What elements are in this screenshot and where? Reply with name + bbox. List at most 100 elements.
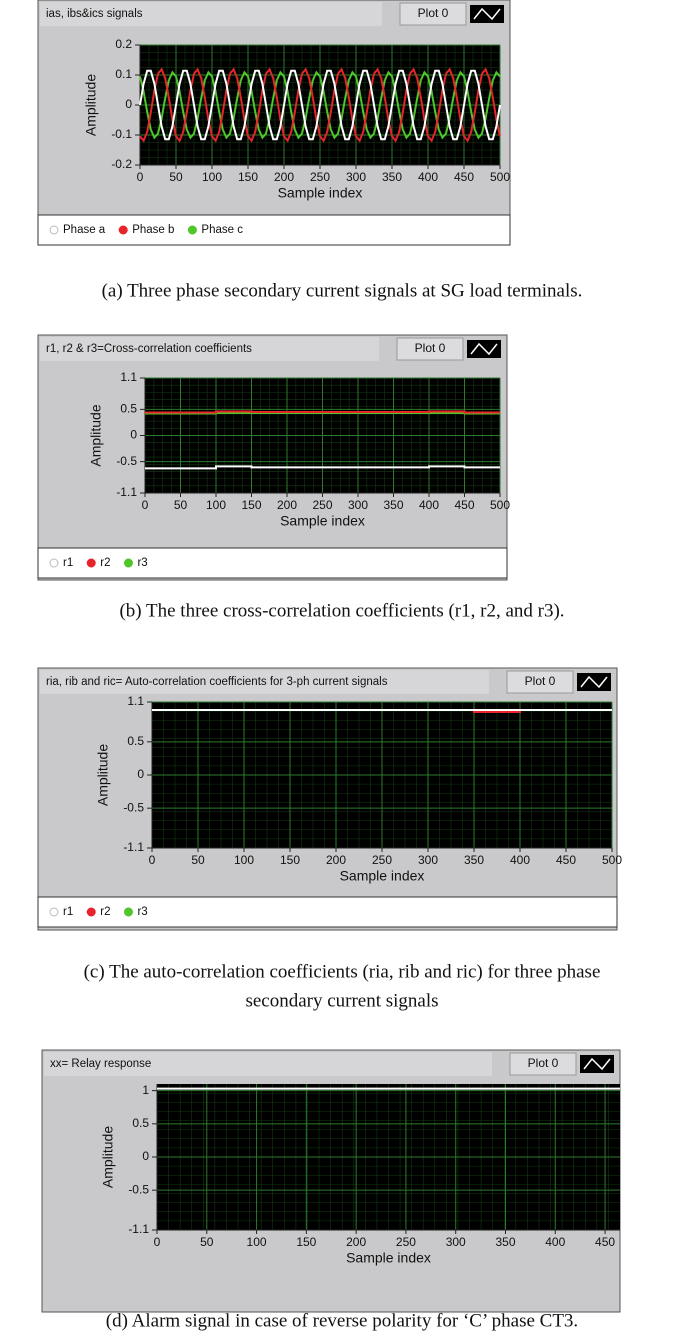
caption: (b) The three cross-correlation coeffici… — [119, 600, 564, 621]
x-tick-label: 100 — [247, 1235, 267, 1249]
plot-legend-box — [509, 1052, 577, 1076]
y-tick-label: 0.2 — [115, 37, 132, 51]
x-tick-label: 350 — [464, 853, 484, 867]
chart-panel: xx= Relay response Plot 0 0 50 100 150 200 250 3… — [41, 1049, 621, 1331]
x-tick-label: 150 — [241, 498, 261, 512]
x-tick-label: 350 — [383, 498, 403, 512]
y-tick-label: -1.1 — [123, 840, 144, 854]
series-line — [145, 465, 500, 470]
x-tick-label: 0 — [154, 1235, 161, 1249]
y-tick-label: 0 — [142, 1149, 149, 1163]
x-tick-label: 0 — [137, 170, 144, 184]
x-axis-title: Sample index — [340, 868, 425, 884]
x-tick-label: 300 — [348, 498, 368, 512]
x-tick-label: 450 — [454, 170, 474, 184]
legend-marker — [49, 558, 59, 568]
x-tick-label: 200 — [274, 170, 294, 184]
chart-title: xx= Relay response — [50, 1058, 151, 1070]
y-axis-title: Amplitude — [95, 744, 111, 806]
x-tick-label: 250 — [312, 498, 332, 512]
y-tick-label: -0.5 — [116, 454, 137, 468]
chart-panel: ias, ibs&ics signals Plot 0 0 50 100 150 200 25… — [37, 0, 583, 301]
legend-marker — [123, 558, 133, 568]
title-bar — [40, 337, 379, 361]
y-tick-label: 1.1 — [120, 370, 137, 384]
y-axis-title: Amplitude — [83, 74, 99, 136]
y-axis-title: Amplitude — [100, 1126, 116, 1188]
y-tick-label: 0.1 — [115, 67, 132, 81]
x-tick-label: 300 — [446, 1235, 466, 1249]
x-tick-label: 300 — [346, 170, 366, 184]
x-tick-label: 400 — [545, 1235, 565, 1249]
x-tick-label: 200 — [346, 1235, 366, 1249]
series-line — [139, 69, 501, 141]
plot-legend-icon — [470, 342, 498, 356]
x-tick-label: 250 — [372, 853, 392, 867]
x-tick-label: 150 — [280, 853, 300, 867]
chart-title: r1, r2 & r3=Cross-correlation coefficien… — [46, 343, 252, 355]
legend-label: r1 — [63, 557, 73, 569]
x-tick-label: 100 — [234, 853, 254, 867]
legend-label: r2 — [100, 906, 110, 918]
plot-legend-label: Plot 0 — [525, 674, 556, 688]
x-tick-label: 400 — [419, 498, 439, 512]
legend-marker — [123, 907, 133, 917]
x-tick-label: 500 — [490, 170, 510, 184]
legend-label: Phase a — [63, 224, 106, 236]
y-axis-title: Amplitude — [88, 404, 104, 466]
series-line — [139, 67, 501, 143]
legend-label: Phase b — [132, 224, 174, 236]
x-tick-label: 200 — [326, 853, 346, 867]
title-bar — [40, 2, 382, 26]
y-tick-label: -0.2 — [111, 157, 132, 171]
plot-legend-label: Plot 0 — [415, 341, 446, 355]
plot-legend-box — [396, 337, 464, 361]
plot-legend-icon — [473, 7, 501, 21]
x-tick-label: 50 — [200, 1235, 214, 1249]
x-axis-title: Sample index — [346, 1250, 431, 1266]
x-tick-label: 0 — [142, 498, 149, 512]
legend-marker — [86, 558, 96, 568]
y-tick-label: 0 — [125, 97, 132, 111]
plot-legend-label: Plot 0 — [528, 1056, 559, 1070]
x-tick-label: 400 — [510, 853, 530, 867]
series-line — [139, 70, 501, 140]
legend-label: r2 — [100, 557, 110, 569]
series-group — [139, 67, 501, 143]
caption: (a) Three phase secondary current signal… — [102, 280, 583, 301]
legend-marker — [118, 225, 128, 235]
y-tick-label: 0 — [137, 767, 144, 781]
legend-marker — [187, 225, 197, 235]
legend-box — [37, 214, 511, 246]
y-tick-label: -0.1 — [111, 127, 132, 141]
x-axis-title: Sample index — [280, 513, 365, 529]
y-tick-label: 0.5 — [127, 734, 144, 748]
x-tick-label: 400 — [418, 170, 438, 184]
y-tick-label: 0.5 — [132, 1116, 149, 1130]
x-tick-label: 50 — [191, 853, 205, 867]
y-tick-label: -1.1 — [128, 1222, 149, 1236]
plot-legend-icon — [580, 675, 608, 689]
x-tick-label: 150 — [296, 1235, 316, 1249]
legend-label: r3 — [137, 906, 147, 918]
y-tick-label: -1.1 — [116, 485, 137, 499]
x-tick-label: 150 — [238, 170, 258, 184]
caption: (c) The auto-correlation coefficients (r… — [84, 961, 601, 982]
caption: secondary current signals — [245, 990, 438, 1011]
plot-legend-box — [506, 670, 574, 694]
y-tick-label: -0.5 — [123, 800, 144, 814]
legend-box — [37, 547, 508, 579]
x-tick-label: 450 — [595, 1235, 615, 1249]
y-tick-label: 1.1 — [127, 694, 144, 708]
y-tick-label: 0 — [130, 428, 137, 442]
chart-title: ias, ibs&ics signals — [46, 8, 143, 20]
title-bar — [40, 670, 489, 694]
legend-marker — [49, 225, 59, 235]
series-line — [145, 410, 500, 414]
x-tick-label: 100 — [202, 170, 222, 184]
series-group — [145, 410, 500, 470]
title-bar — [44, 1052, 492, 1076]
x-tick-label: 450 — [454, 498, 474, 512]
